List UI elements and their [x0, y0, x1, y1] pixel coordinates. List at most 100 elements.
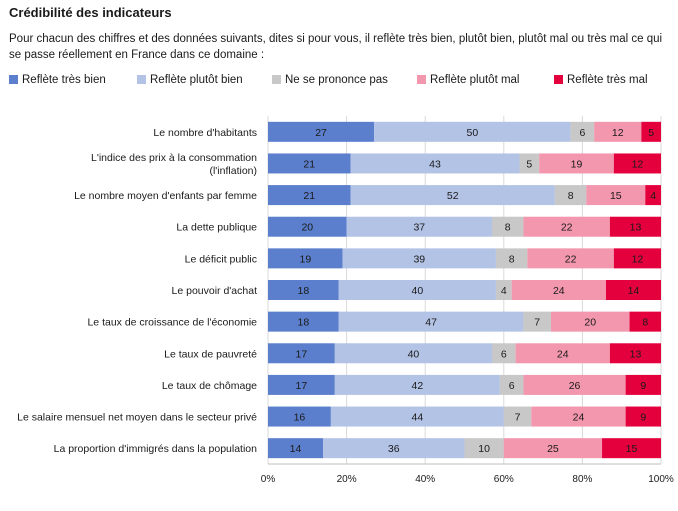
bar-segment — [523, 216, 610, 237]
bar-segment — [570, 121, 595, 142]
bar-segment — [531, 406, 626, 427]
bar-segment — [625, 374, 661, 395]
data-label: 4 — [650, 190, 656, 202]
legend-swatch — [9, 75, 18, 84]
data-label: 15 — [626, 443, 638, 455]
data-label: 5 — [648, 127, 654, 139]
data-label: 8 — [509, 253, 515, 265]
bar-segment — [511, 280, 606, 300]
legend-swatch — [137, 75, 146, 84]
data-label: 12 — [632, 253, 644, 265]
data-label: 10 — [478, 443, 490, 455]
data-label: 13 — [630, 348, 642, 360]
bar-segment — [338, 280, 496, 300]
data-label: 15 — [610, 190, 622, 202]
data-label: 5 — [526, 158, 532, 170]
bar-segment — [523, 311, 551, 332]
legend-label: Reflète plutôt mal — [430, 74, 520, 86]
data-label: 26 — [569, 380, 581, 392]
data-label: 27 — [315, 127, 327, 139]
legend-swatch — [272, 75, 281, 84]
legend: Reflète très bien Reflète plutôt bien Ne s… — [9, 74, 674, 90]
bar-segment — [495, 280, 512, 300]
bar-segment — [586, 185, 646, 206]
bar-segment — [346, 216, 493, 237]
bar-segment — [268, 280, 339, 300]
data-label: 16 — [294, 412, 306, 424]
data-label: 44 — [411, 412, 423, 424]
bar-segment — [334, 374, 500, 395]
bar-segment — [342, 248, 496, 269]
bar-segment — [350, 153, 520, 174]
bar-segment — [268, 438, 324, 459]
data-label: 8 — [568, 190, 574, 202]
bar-segment — [629, 311, 661, 332]
data-label: 21 — [303, 158, 315, 170]
bar-segment — [503, 438, 603, 459]
bar-segment — [330, 406, 504, 427]
category-label: La dette publique — [176, 222, 257, 234]
data-label: 40 — [411, 285, 423, 297]
data-label: 50 — [467, 127, 479, 139]
category-label: La proportion d'immigrés dans la populat… — [54, 443, 258, 455]
x-tick-label: 100% — [648, 474, 674, 485]
legend-item: Ne se prononce pas — [272, 74, 388, 86]
bar-segment — [613, 248, 661, 269]
data-label: 7 — [534, 317, 540, 329]
data-label: 22 — [565, 253, 577, 265]
bar-segment — [334, 343, 493, 364]
bar-segment — [625, 406, 661, 427]
category-label: Le pouvoir d'achat — [172, 285, 258, 297]
category-label: Le nombre moyen d'enfants par femme — [74, 190, 257, 202]
bar-segment — [323, 438, 465, 459]
category-label: Le salaire mensuel net moyen dans le sec… — [17, 412, 257, 424]
category-label: Le nombre d'habitants — [153, 127, 257, 139]
category-label: L'indice des prix à la consommation — [91, 152, 257, 164]
data-label: 24 — [553, 285, 565, 297]
data-label: 7 — [515, 412, 521, 424]
data-label: 6 — [509, 380, 515, 392]
data-label: 8 — [505, 222, 511, 234]
bar-segment — [492, 216, 524, 237]
bar-segment — [374, 121, 571, 142]
data-label: 19 — [571, 158, 583, 170]
bar-segment — [515, 343, 610, 364]
legend-swatch — [417, 75, 426, 84]
category-label: Le taux de croissance de l'économie — [87, 317, 257, 329]
bar-segment — [503, 406, 532, 427]
bar-segment — [268, 216, 347, 237]
x-tick-label: 20% — [337, 474, 357, 485]
data-label: 14 — [628, 285, 640, 297]
data-label: 12 — [612, 127, 624, 139]
bar-segment — [499, 374, 524, 395]
data-label: 18 — [298, 285, 310, 297]
legend-item: Reflète plutôt bien — [137, 74, 243, 86]
data-label: 24 — [557, 348, 569, 360]
bar-segment — [268, 185, 351, 206]
data-label: 6 — [501, 348, 507, 360]
chart-title: Crédibilité des indicateurs — [9, 5, 172, 20]
data-label: 37 — [413, 222, 425, 234]
data-label: 13 — [630, 222, 642, 234]
data-label: 4 — [501, 285, 507, 297]
bar-segment — [539, 153, 614, 174]
legend-item: Reflète plutôt mal — [417, 74, 520, 86]
data-label: 8 — [642, 317, 648, 329]
bar-segment — [594, 121, 642, 142]
bar-segment — [550, 311, 630, 332]
bar-segment — [602, 438, 661, 459]
bar-segment — [268, 248, 343, 269]
data-label: 36 — [388, 443, 400, 455]
bar-segment — [338, 311, 524, 332]
x-tick-label: 80% — [572, 474, 592, 485]
bar-segment — [268, 311, 339, 332]
bar-segment — [641, 121, 661, 142]
data-label: 21 — [303, 190, 315, 202]
data-label: 24 — [573, 412, 585, 424]
legend-label: Reflète plutôt bien — [150, 74, 243, 86]
bar-segment — [268, 343, 335, 364]
legend-label: Ne se prononce pas — [285, 74, 388, 86]
bar-segment — [268, 153, 351, 174]
data-label: 9 — [640, 380, 646, 392]
